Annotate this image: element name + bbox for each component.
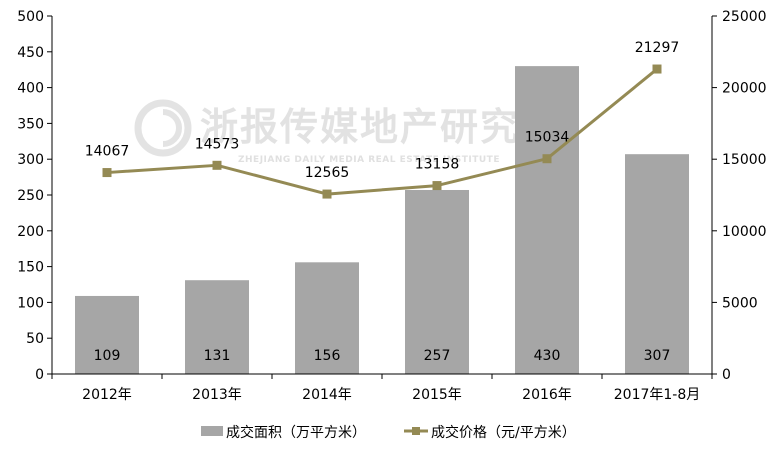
bar-data-label: 430 [534,348,561,364]
left-tick-label: 300 [17,152,44,168]
legend-label-price: 成交价格（元/平方米） [431,424,576,441]
right-tick-label: 25000 [722,9,767,25]
x-tick-label: 2013年 [192,387,242,403]
legend: 成交面积（万平方米） 成交价格（元/平方米） [201,424,576,441]
line-data-label: 21297 [635,40,680,56]
left-tick-label: 350 [17,116,44,132]
line-data-label: 14067 [85,144,130,160]
line-point [322,189,332,199]
line-data-label: 13158 [415,157,460,173]
bar [75,295,139,374]
left-tick-label: 100 [17,295,44,311]
axes: 0501001502002503003504004505000500010000… [17,9,766,403]
left-tick-label: 200 [17,224,44,240]
watermark-logo-icon [134,99,192,157]
line-point [212,160,222,170]
left-tick-label: 0 [35,367,44,383]
right-tick-label: 5000 [722,295,758,311]
x-tick-label: 2015年 [412,387,462,403]
bar-series [75,66,689,375]
bar-data-label: 131 [204,348,231,364]
left-tick-label: 150 [17,260,44,276]
right-tick-label: 15000 [722,152,767,168]
line-point [432,181,442,191]
line-point [652,64,662,74]
bar [625,154,689,374]
data-labels: 109 131 156 257 430 307 14067 14573 12565 13158 15… [85,40,680,364]
watermark-subtitle: ZHEJIANG DAILY MEDIA REAL ESTATE INSTITU… [238,155,500,165]
x-tick-label: 2016年 [522,387,572,403]
watermark: 浙报传媒地产研究院 ZHEJIANG DAILY MEDIA REAL ESTA… [134,99,560,165]
watermark-title: 浙报传媒地产研究院 [200,105,560,149]
line-series [102,64,662,199]
bar [515,66,579,375]
left-tick-label: 250 [17,188,44,204]
x-tick-label: 2012年 [82,387,132,403]
x-tick-label: 2014年 [302,387,352,403]
bar [405,189,469,374]
line-point [102,168,112,178]
legend-label-area: 成交面积（万平方米） [226,424,366,441]
legend-swatch-price-marker [412,427,420,435]
price-line [106,67,658,196]
bar-data-label: 156 [314,348,341,364]
bar [295,262,359,374]
legend-swatch-area [201,426,223,436]
right-tick-label: 20000 [722,81,767,97]
line-data-label: 14573 [195,136,240,152]
bar-data-label: 257 [424,348,451,364]
left-tick-label: 450 [17,45,44,61]
x-tick-label: 2017年1-8月 [614,387,701,403]
left-tick-label: 400 [17,81,44,97]
line-data-label: 12565 [305,165,350,181]
left-tick-label: 500 [17,9,44,25]
bar-data-label: 307 [644,348,671,364]
bar-data-label: 109 [94,348,121,364]
left-tick-label: 50 [26,331,44,347]
right-tick-label: 0 [722,367,731,383]
line-point [542,154,552,164]
right-tick-label: 10000 [722,224,767,240]
bar [185,280,249,374]
line-data-label: 15034 [525,130,570,146]
